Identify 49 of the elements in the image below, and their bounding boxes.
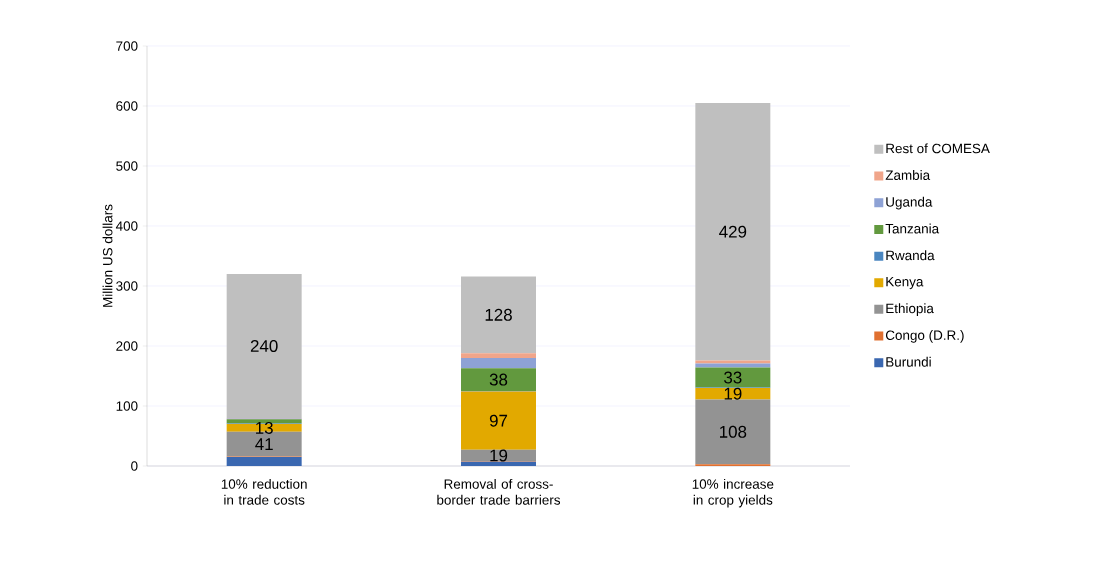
data-label: 128 — [485, 308, 512, 321]
bar — [226, 457, 302, 466]
bar — [226, 419, 302, 424]
bar — [461, 353, 536, 358]
legend-label: Zambia — [885, 170, 931, 180]
bar — [695, 399, 771, 465]
legend-label: Kenya — [886, 277, 924, 290]
x-tick-label: 10% increase in crop yields — [692, 478, 774, 508]
legend-label: Ethiopia — [886, 303, 934, 316]
bar — [461, 276, 536, 354]
bar — [461, 358, 536, 369]
legend-label: Tanzania — [885, 223, 940, 234]
y-tick-label: 300 — [116, 281, 138, 291]
data-label: 41 — [255, 438, 273, 450]
y-tick-label: 200 — [116, 341, 138, 351]
data-label: 240 — [250, 340, 278, 352]
x-tick-label: Removal of cross-border trade barriers — [437, 478, 561, 505]
x-tick-label: 10% reduction in trade costs — [221, 478, 307, 505]
y-tick-label: 700 — [116, 41, 138, 51]
legend-label: Congo (D.R.) — [885, 330, 964, 343]
data-label: 13 — [256, 421, 273, 434]
bar — [461, 449, 536, 462]
y-tick-label: 0 — [131, 461, 138, 471]
data-label: 19 — [490, 449, 508, 462]
bar — [461, 391, 536, 450]
y-tick-label: 500 — [116, 161, 138, 171]
legend-label: Uganda — [886, 196, 933, 210]
legend-label: Rest of COMESA — [886, 143, 990, 154]
legend-label: Burundi — [886, 356, 931, 367]
data-label: 33 — [724, 371, 742, 384]
data-label: 108 — [720, 425, 747, 438]
data-label: 97 — [489, 414, 508, 427]
bar — [695, 363, 771, 368]
y-axis-title: Million US dollars — [102, 204, 113, 307]
bar — [461, 461, 536, 466]
bar — [695, 103, 771, 361]
y-tick-label: 600 — [116, 101, 138, 111]
bar — [695, 360, 771, 364]
bar — [695, 388, 771, 400]
y-tick-label: 400 — [115, 221, 138, 231]
data-label: 19 — [724, 387, 742, 400]
data-label: 38 — [489, 373, 508, 386]
data-label: 429 — [719, 225, 747, 238]
bar — [226, 424, 302, 432]
bar — [461, 368, 536, 391]
bar — [695, 367, 771, 388]
y-tick-label: 100 — [116, 401, 138, 411]
bar — [226, 274, 302, 418]
legend-label: Rwanda — [886, 250, 935, 261]
